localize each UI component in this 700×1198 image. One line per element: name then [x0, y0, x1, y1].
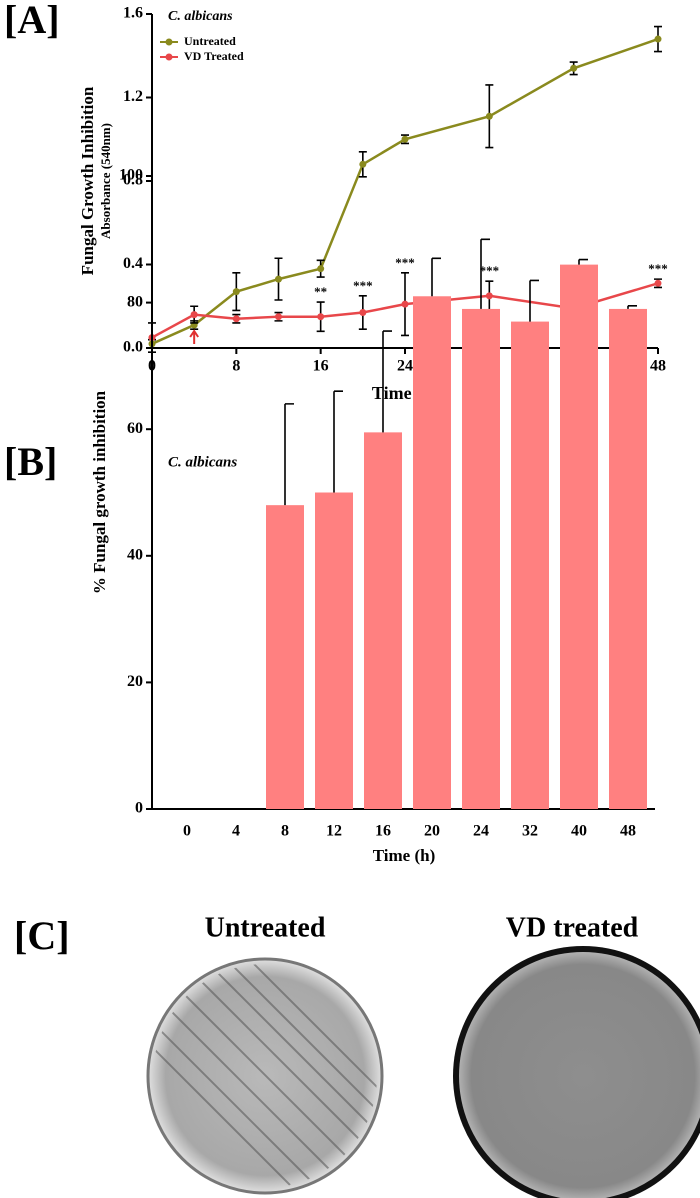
- y-tick-label: 40: [127, 546, 143, 563]
- bar: [364, 432, 402, 809]
- x-tick-label: 8: [281, 823, 289, 840]
- bar: [266, 505, 304, 809]
- series-line: [151, 37, 659, 345]
- panel-label: [C]: [14, 913, 70, 958]
- x-tick-label: 0: [183, 823, 191, 840]
- legend-label: VD Treated: [184, 49, 244, 63]
- data-point: [232, 315, 240, 323]
- bar: [315, 492, 353, 809]
- significance: ***: [353, 278, 373, 293]
- data-point: [401, 135, 409, 143]
- significance: ***: [395, 255, 415, 270]
- x-tick-label: 16: [313, 358, 329, 375]
- x-tick-label: 12: [326, 823, 342, 840]
- data-point: [485, 112, 493, 120]
- data-point: [485, 292, 493, 300]
- significance: ***: [480, 263, 500, 278]
- y-tick-label: 20: [127, 673, 143, 690]
- legend-marker: [165, 38, 173, 46]
- bar: [413, 296, 451, 809]
- bar: [511, 321, 549, 809]
- y-tick-label: 100: [119, 167, 143, 184]
- data-point: [190, 311, 198, 319]
- y-tick-label: 0: [135, 800, 143, 817]
- y-tick-label: 1.6: [123, 5, 143, 22]
- error-bar: [431, 257, 441, 297]
- x-tick-label: 20: [424, 823, 440, 840]
- y-tick-label: 0.0: [123, 339, 143, 356]
- legend-marker: [165, 53, 173, 61]
- data-point: [654, 279, 662, 287]
- y-tick-label: 80: [127, 293, 143, 310]
- x-tick-label: 24: [473, 823, 489, 840]
- significance: **: [314, 284, 327, 299]
- x-axis-label: Time (h): [373, 846, 436, 865]
- data-point: [359, 309, 367, 317]
- x-tick-label: 40: [571, 823, 587, 840]
- chart-title: C. albicans: [168, 9, 233, 24]
- error-bar: [333, 390, 343, 493]
- bar: [609, 308, 647, 809]
- panel-label: [A]: [4, 0, 60, 42]
- y-axis-sublabel: Absorbance (540nm): [98, 123, 113, 239]
- data-point: [275, 275, 282, 283]
- y-tick-label: 1.2: [123, 88, 143, 105]
- bar: [560, 264, 598, 809]
- y-tick-label: 0.4: [123, 255, 143, 272]
- y-tick-label: 60: [127, 420, 143, 437]
- x-tick-label: 24: [397, 358, 413, 375]
- plate-label: VD treated: [506, 912, 639, 943]
- data-point: [359, 160, 367, 168]
- x-tick-label: 8: [232, 358, 240, 375]
- data-point: [232, 288, 240, 296]
- significance: ***: [648, 261, 668, 276]
- panel-label: [B]: [4, 439, 57, 484]
- error-bar: [480, 238, 490, 309]
- chart-title: C. albicans: [168, 454, 237, 470]
- data-point: [317, 313, 325, 321]
- data-point: [275, 313, 282, 321]
- error-bar: [284, 403, 294, 506]
- y-tick-label: 0.8: [123, 172, 143, 189]
- arrow: [189, 329, 199, 344]
- plate-label: Untreated: [205, 912, 326, 943]
- error-bar: [382, 330, 392, 433]
- bar: [462, 308, 500, 809]
- data-point: [570, 64, 578, 72]
- legend-label: Untreated: [184, 34, 236, 48]
- x-tick-label: 4: [232, 823, 240, 840]
- data-point: [401, 300, 409, 308]
- plate-treated: [453, 946, 700, 1198]
- error-bar: [529, 279, 539, 322]
- x-tick-label: 32: [522, 823, 538, 840]
- x-tick-label: 48: [620, 823, 636, 840]
- error-bar: [627, 304, 637, 309]
- x-tick-label: 16: [375, 823, 391, 840]
- y-axis-label: Fungal Growth Inhibition: [78, 86, 97, 275]
- error-bar: [578, 258, 588, 265]
- series-line: [151, 282, 659, 339]
- data-point: [654, 35, 662, 43]
- y-axis-label: % Fungal growth inhibition: [90, 390, 109, 594]
- x-tick-label: 48: [650, 358, 666, 375]
- data-point: [317, 265, 325, 273]
- plate-untreated: [146, 957, 384, 1195]
